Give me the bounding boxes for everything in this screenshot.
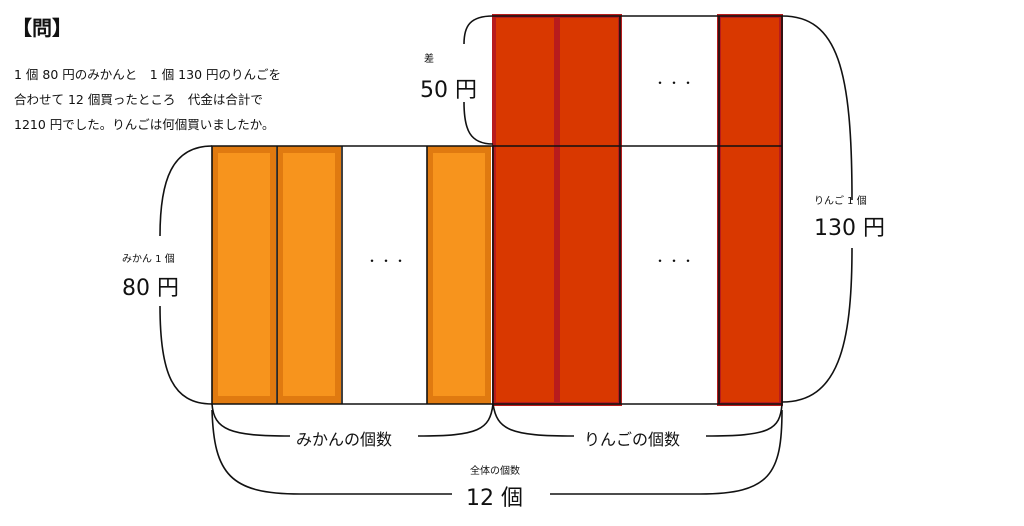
question-line: 1210 円でした。りんごは何個買いましたか。 <box>14 117 275 132</box>
mikan-unit-label: みかん 1 個 <box>122 254 175 265</box>
ringo-bar <box>717 14 783 406</box>
ellipsis-ringo-upper: ・・・ <box>654 76 697 90</box>
difference-label: 差 <box>424 54 434 65</box>
difference-value: 50 円 <box>420 78 477 103</box>
ringo-bar <box>556 14 622 406</box>
ringo-bars <box>492 14 783 406</box>
total-value: 12 個 <box>466 486 523 511</box>
question-heading: 【問】 <box>12 16 72 40</box>
ringo-bar <box>492 14 558 406</box>
mikan-count-label: みかんの個数 <box>296 430 393 449</box>
question-text: 1 個 80 円のみかんと 1 個 130 円のりんごを 合わせて 12 個買っ… <box>14 62 281 137</box>
brace-lines <box>159 15 853 495</box>
mikan-bar-inner <box>283 153 335 396</box>
ringo-count-label: りんごの個数 <box>584 430 681 449</box>
mikan-bar-inner <box>218 153 270 396</box>
ringo-unit-label: りんご 1 個 <box>814 196 867 207</box>
total-label: 全体の個数 <box>470 466 520 477</box>
ellipsis-mikan: ・・・ <box>366 254 409 268</box>
question-line: 1 個 80 円のみかんと 1 個 130 円のりんごを <box>14 67 282 82</box>
ringo-unit-price: 130 円 <box>814 216 885 241</box>
ellipsis-ringo-lower: ・・・ <box>654 254 697 268</box>
question-line: 合わせて 12 個買ったところ 代金は合計で <box>14 92 263 107</box>
mikan-unit-price: 80 円 <box>122 276 179 301</box>
mikan-bar-inner <box>433 153 485 396</box>
mikan-bars <box>212 146 491 404</box>
